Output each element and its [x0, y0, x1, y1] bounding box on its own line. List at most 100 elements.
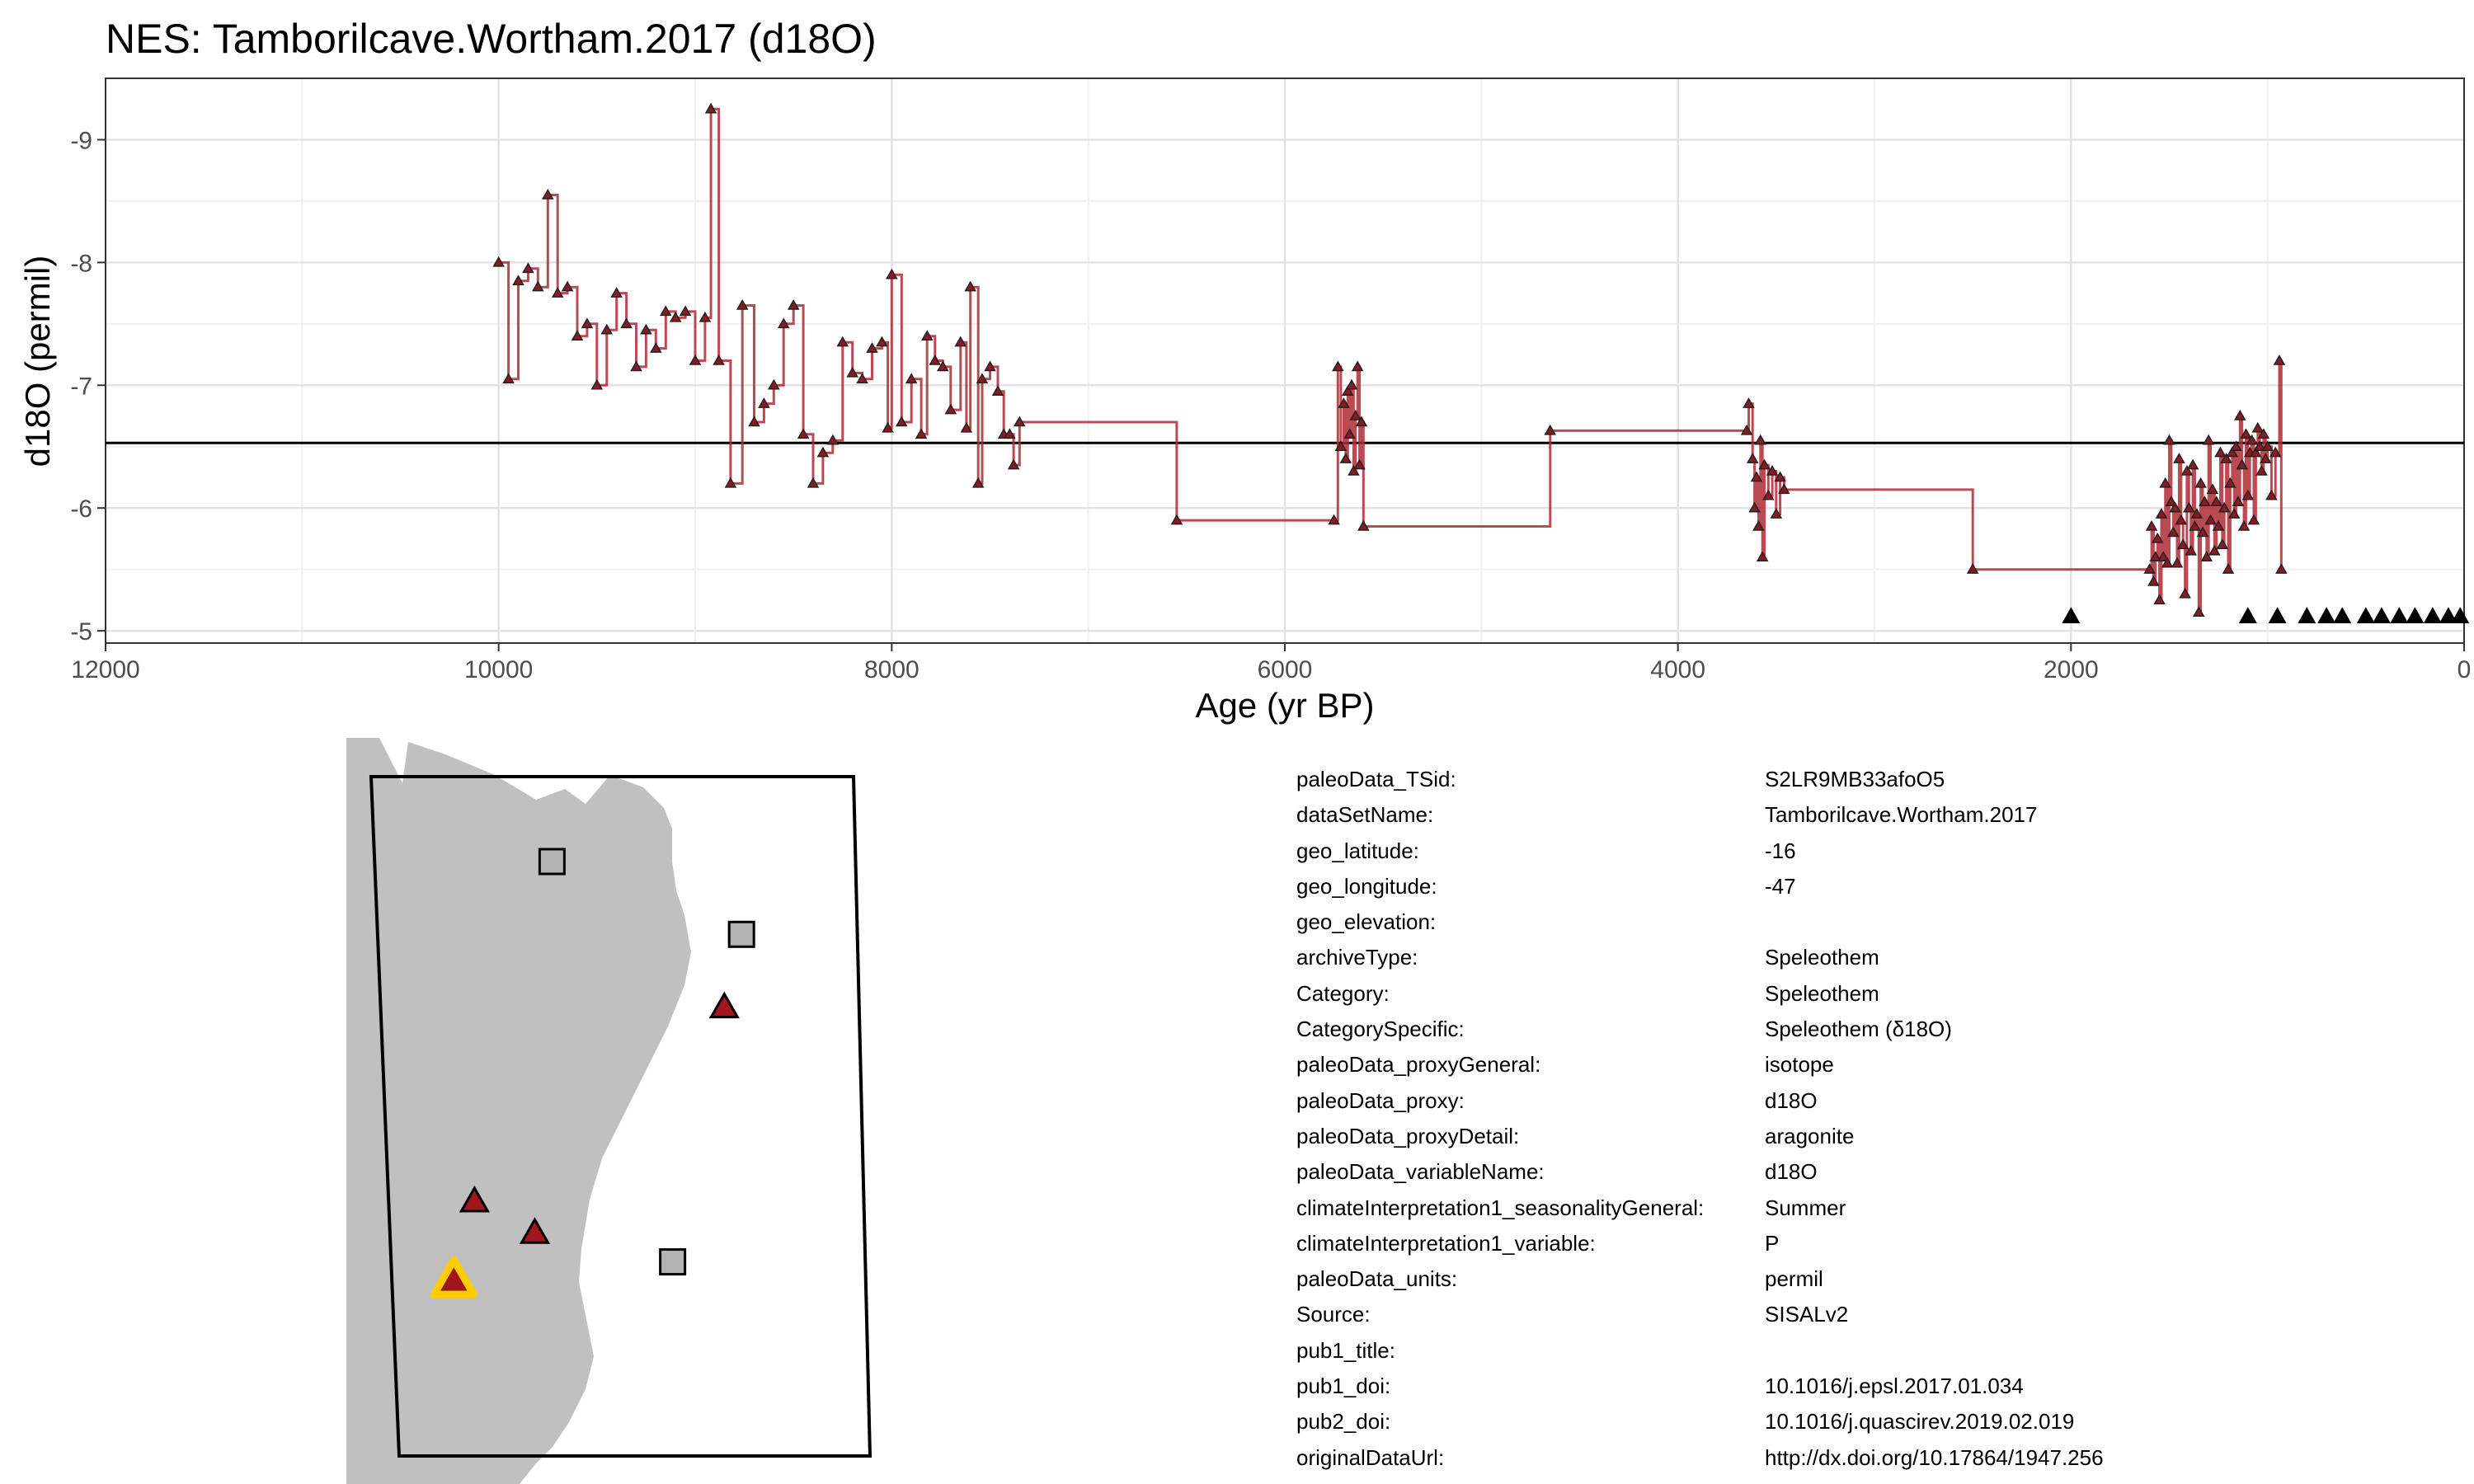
data-point	[2227, 508, 2241, 519]
map-site-square	[538, 848, 566, 876]
data-point	[1743, 397, 1755, 408]
data-point	[748, 416, 760, 427]
data-point	[2183, 501, 2195, 513]
data-point	[2265, 489, 2278, 500]
y-tick-label: -8	[70, 250, 92, 277]
data-point	[2149, 551, 2162, 562]
data-point	[1754, 434, 1767, 445]
metadata-value: Speleothem (δ18O)	[1765, 1017, 1952, 1042]
data-point	[2234, 409, 2246, 420]
data-point	[1334, 440, 1348, 451]
data-point	[640, 323, 652, 335]
data-point	[2273, 354, 2286, 365]
data-point	[1766, 465, 1779, 476]
data-point	[2230, 440, 2242, 451]
metadata-key: paleoData_proxyDetail:	[1296, 1123, 1520, 1148]
data-point	[976, 373, 989, 384]
metadata-key: paleoData_TSid:	[1296, 767, 1456, 791]
data-point	[2179, 587, 2191, 599]
data-point	[1774, 471, 1786, 482]
map-site-highlight	[430, 1256, 477, 1298]
data-point	[886, 268, 898, 279]
data-point	[758, 397, 770, 408]
metadata-value: d18O	[1765, 1159, 1818, 1185]
data-point	[541, 188, 554, 200]
data-point	[2208, 544, 2221, 556]
data-point	[2246, 434, 2258, 445]
data-point	[905, 373, 918, 384]
record-marker	[2298, 607, 2316, 624]
data-point	[2255, 465, 2268, 476]
data-point	[1341, 385, 1354, 396]
data-point	[1746, 453, 1759, 463]
data-point	[2240, 428, 2252, 439]
data-point	[1013, 416, 1026, 427]
metadata-key: CategorySpecific:	[1296, 1017, 1465, 1042]
x-tick-label: 2000	[2044, 656, 2099, 683]
map-sites	[430, 848, 755, 1298]
data-point	[590, 378, 604, 390]
data-point	[2224, 477, 2236, 488]
record-marker	[2439, 607, 2458, 624]
metadata-table: paleoData_TSid: S2LR9MB33afoO5 dataSetName…	[1296, 762, 2467, 1476]
metadata-row: paleoData_TSid: S2LR9MB33afoO5	[1296, 762, 2467, 797]
map-bounding-box	[369, 775, 872, 1458]
metadata-value: Summer	[1765, 1195, 1846, 1220]
data-point	[2218, 501, 2231, 513]
data-point	[2253, 440, 2266, 451]
data-point	[777, 317, 790, 329]
data-point	[1752, 520, 1765, 531]
data-point	[561, 280, 574, 292]
x-tick-label: 8000	[864, 656, 920, 683]
data-point	[1328, 514, 1340, 525]
data-point	[2186, 458, 2199, 470]
metadata-key: paleoData_units:	[1296, 1266, 1458, 1292]
data-point	[2257, 428, 2270, 439]
y-tick-label: -5	[70, 618, 92, 646]
metadata-row: paleoData_proxyDetail: aragonite	[1296, 1119, 2467, 1154]
data-point	[895, 416, 908, 427]
record-marker	[2356, 607, 2375, 624]
data-point	[1345, 378, 1358, 390]
data-point	[669, 311, 682, 322]
metadata-value: aragonite	[1765, 1123, 1855, 1148]
metadata-key: paleoData_proxy:	[1296, 1087, 1465, 1113]
data-point	[836, 336, 849, 347]
major-grid	[104, 78, 2466, 643]
x-tick-label: 12000	[71, 656, 139, 683]
metadata-row: originalDataUrl: http://dx.doi.org/10.178…	[1296, 1440, 2467, 1476]
data-point	[2216, 538, 2229, 550]
x-axis-ticks: 12000 10000 8000 6000 4000 2000 0	[71, 643, 2471, 683]
metadata-key: Category:	[1296, 980, 1390, 1006]
data-point	[2275, 563, 2288, 574]
data-point	[2169, 501, 2181, 513]
data-point	[1351, 360, 1364, 372]
metadata-key: geo_elevation:	[1296, 909, 1437, 935]
data-point	[2147, 575, 2160, 586]
data-point	[991, 385, 1004, 396]
data-point	[713, 354, 725, 365]
data-points	[492, 102, 2288, 618]
record-marker	[2333, 607, 2352, 624]
metadata-value: Speleothem	[1765, 945, 1879, 970]
data-point	[724, 477, 737, 488]
data-point	[1770, 508, 1783, 519]
data-point	[2145, 520, 2158, 531]
record-marker	[2268, 607, 2287, 624]
y-tick-label: -9	[70, 127, 92, 154]
data-point	[502, 373, 515, 384]
metadata-row: CategorySpecific: Speleothem (δ18O)	[1296, 1012, 2467, 1047]
data-point	[944, 403, 957, 415]
data-point	[698, 311, 712, 322]
data-point	[2185, 544, 2198, 556]
data-point	[866, 342, 878, 353]
metadata-row: Source: SISALv2	[1296, 1297, 2467, 1332]
other-records-markers	[2062, 607, 2470, 624]
metadata-value: SISALv2	[1765, 1302, 1849, 1327]
data-point	[2190, 508, 2204, 519]
data-point	[2200, 551, 2213, 562]
data-point	[2226, 446, 2239, 458]
data-point	[876, 336, 888, 347]
data-point	[2237, 520, 2251, 531]
data-point	[1007, 458, 1020, 470]
